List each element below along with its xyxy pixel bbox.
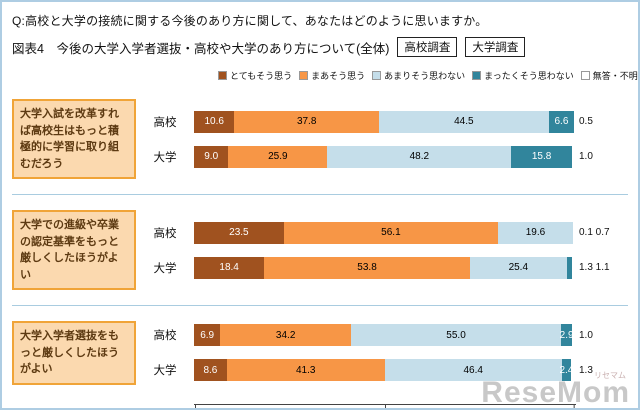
chart-legend: とてもそう思う まあそう思う あまりそう思わない まったくそう思わない 無答・不明 <box>218 69 638 82</box>
bar-segment <box>571 256 576 279</box>
bar-row: 高校 6.9 34.2 55.0 2.9 1.0 <box>136 324 628 347</box>
bar-row: 高校 10.6 37.8 44.5 6.6 0.5 <box>136 110 628 133</box>
figure-title: 図表4 今後の大学入学者選抜・高校や大学のあり方について(全体) <box>12 41 390 56</box>
bar-segment: 2.9 <box>560 324 574 347</box>
question-group: 大学入試を改革すれば高校生はもっと積極的に学習に取り組むだろう 高校 10.6 37.… <box>12 84 628 194</box>
legend-swatch <box>580 71 590 80</box>
badge-university-survey: 大学調査 <box>465 37 526 57</box>
legend-swatch <box>218 71 227 80</box>
respondent-label: 高校 <box>153 227 177 240</box>
legend-label: あまりそう思わない <box>384 71 466 81</box>
bar-segment: 37.8 <box>234 110 379 133</box>
outside-value-labels: 0.1 0.7 <box>579 227 610 238</box>
respondent-label: 高校 <box>153 116 177 129</box>
legend-label: まったくそう思わない <box>484 71 574 81</box>
stacked-bar: 6.9 34.2 55.0 2.9 <box>194 324 576 347</box>
bar-segment: 18.4 <box>194 256 265 279</box>
bar-segment: 41.3 <box>226 359 385 382</box>
bar-segment <box>571 359 576 382</box>
legend-item: とてもそう思う <box>218 69 292 82</box>
badge-highschool-survey: 高校調査 <box>397 37 458 57</box>
legend-item: まったくそう思わない <box>472 69 574 82</box>
group-rows: 高校 6.9 34.2 55.0 2.9 1.0 大学 8.6 41.3 46.4 2.4 1.3 <box>136 324 628 382</box>
bar-segment: 34.2 <box>220 324 351 347</box>
stacked-bar: 18.4 53.8 25.4 <box>194 256 576 279</box>
bar-segment <box>573 221 576 244</box>
bar-segment: 48.2 <box>327 145 512 168</box>
group-rows: 高校 23.5 56.1 19.6 0.1 0.7 大学 18.4 53.8 25.4 1.3 1… <box>136 221 628 279</box>
question-group: 大学入学者選抜をもっと厳しくしたほうがよい 高校 6.9 34.2 55.0 2.9 1.0… <box>12 305 628 400</box>
bar-segment: 25.9 <box>228 145 328 168</box>
watermark-katakana: リセマム <box>594 371 626 380</box>
bar-segment: 23.5 <box>194 221 284 244</box>
outside-value-labels: 0.5 <box>579 116 593 127</box>
stacked-bar: 10.6 37.8 44.5 6.6 <box>194 110 576 133</box>
legend-swatch <box>372 71 382 80</box>
survey-question: Q:高校と大学の接続に関する今後のあり方に関して、あなたはどのように思いますか。 <box>12 14 488 28</box>
bar-row: 大学 8.6 41.3 46.4 2.4 1.3 <box>136 359 628 382</box>
bar-segment: 6.6 <box>548 110 575 133</box>
legend-item: まあそう思う <box>299 69 365 82</box>
bar-segment <box>571 145 576 168</box>
watermark-logo-text: ReseMom <box>481 376 630 409</box>
axis-spacer <box>12 404 194 409</box>
legend-label: まあそう思う <box>311 71 366 81</box>
bar-segment <box>572 324 576 347</box>
bar-segment: 10.6 <box>194 110 235 133</box>
respondent-label: 大学 <box>153 365 177 378</box>
axis-tick-100: 100% <box>573 403 575 408</box>
respondent-label: 高校 <box>153 330 177 343</box>
stacked-bar-chart: 大学入試を改革すれば高校生はもっと積極的に学習に取り組むだろう 高校 10.6 37.… <box>12 84 628 400</box>
stacked-bar: 23.5 56.1 19.6 <box>194 221 576 244</box>
bar-segment: 8.6 <box>194 359 227 382</box>
axis-line: 0% 50% 100% <box>194 403 576 409</box>
bar-segment: 46.4 <box>384 359 562 382</box>
bar-segment: 2.4 <box>559 359 573 382</box>
legend-item: 無答・不明 <box>580 69 638 82</box>
bar-segment <box>566 256 572 279</box>
respondent-label: 大学 <box>153 262 177 275</box>
outside-value-labels: 1.0 <box>579 329 593 341</box>
x-axis: 0% 50% 100% <box>12 403 628 409</box>
outside-value-labels: 1.3 <box>579 364 593 376</box>
bar-segment: 9.0 <box>194 145 229 168</box>
bar-segment: 19.6 <box>498 221 573 244</box>
legend-swatch <box>472 71 482 80</box>
stacked-bar: 9.0 25.9 48.2 15.8 <box>194 145 576 168</box>
bar-segment: 56.1 <box>283 221 499 244</box>
bar-segment: 44.5 <box>378 110 549 133</box>
resemom-watermark: リセマム ReseMom <box>481 372 630 409</box>
outside-value-labels: 1.0 <box>579 151 593 162</box>
legend-swatch <box>299 71 309 80</box>
legend-label: 無答・不明 <box>592 71 638 81</box>
group-rows: 高校 10.6 37.8 44.5 6.6 0.5 大学 9.0 25.9 48.2 15.8 1.0 <box>136 110 628 168</box>
bar-row: 大学 9.0 25.9 48.2 15.8 1.0 <box>136 145 628 168</box>
bar-segment: 25.4 <box>469 256 567 279</box>
stacked-bar: 8.6 41.3 46.4 2.4 <box>194 359 576 382</box>
question-label: 大学入試を改革すれば高校生はもっと積極的に学習に取り組むだろう <box>12 99 136 179</box>
bar-segment: 15.8 <box>511 145 572 168</box>
respondent-label: 大学 <box>153 151 177 164</box>
question-group: 大学での進級や卒業の認定基準をもっと厳しくしたほうがよい 高校 23.5 56.1 19… <box>12 194 628 305</box>
bar-segment: 6.9 <box>194 324 221 347</box>
bar-segment: 53.8 <box>264 256 470 279</box>
legend-item: あまりそう思わない <box>372 69 465 82</box>
bar-segment: 55.0 <box>350 324 562 347</box>
bar-segment <box>574 110 576 133</box>
question-label: 大学での進級や卒業の認定基準をもっと厳しくしたほうがよい <box>12 210 136 290</box>
axis-tick-0: 0% <box>195 403 197 408</box>
figure-title-row: 図表4 今後の大学入学者選抜・高校や大学のあり方について(全体) 高校調査 大学… <box>12 37 628 57</box>
axis-tick-50: 50% <box>385 403 387 408</box>
question-label: 大学入学者選抜をもっと厳しくしたほうがよい <box>12 321 136 385</box>
outside-value-labels: 1.3 1.1 <box>579 262 610 273</box>
bar-row: 大学 18.4 53.8 25.4 1.3 1.1 <box>136 256 628 279</box>
legend-label: とてもそう思う <box>230 71 293 81</box>
bar-row: 高校 23.5 56.1 19.6 0.1 0.7 <box>136 221 628 244</box>
